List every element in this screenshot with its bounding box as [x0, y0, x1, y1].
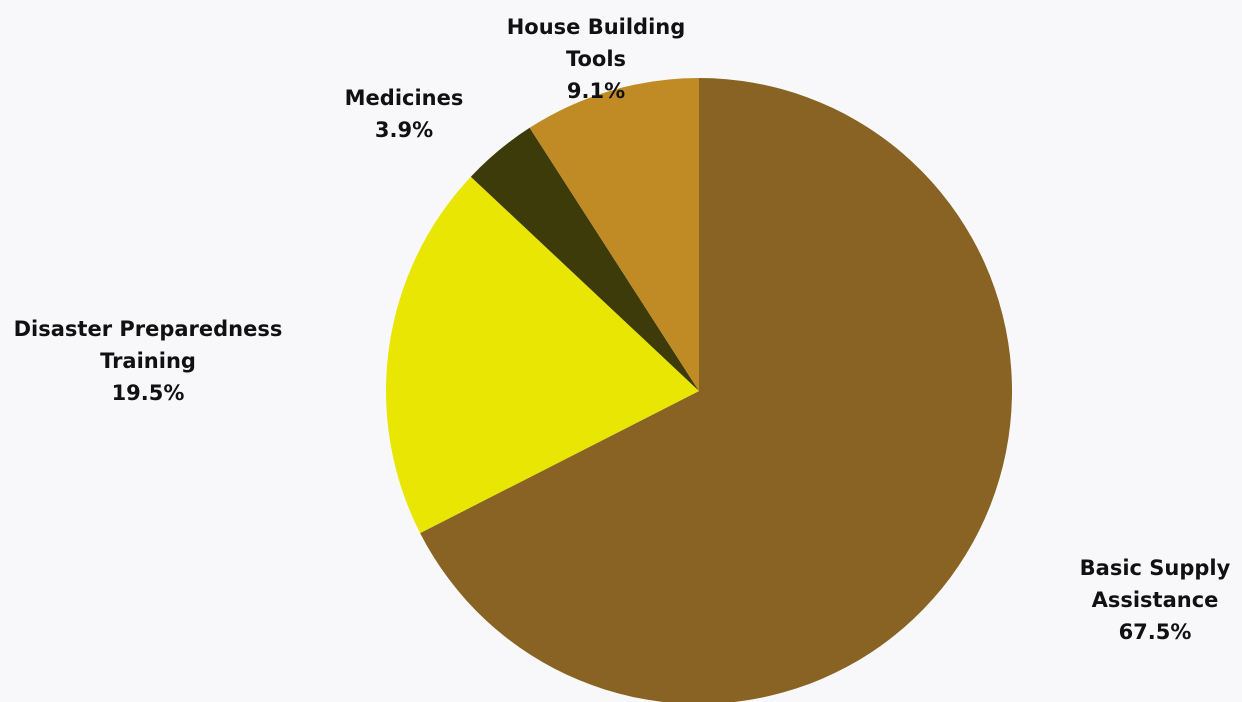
pie-slice-label-3: House Building Tools 9.1%: [507, 15, 686, 103]
pie-slice-value-2: 3.9%: [375, 118, 433, 142]
pie-slice-name-0: Basic Supply: [1080, 556, 1231, 580]
pie-slice-value-1: 19.5%: [112, 381, 185, 405]
pie-slice-name-3: House Building: [507, 15, 686, 39]
pie-slice-name-1: Training: [100, 349, 196, 373]
pie-slice-name-1: Disaster Preparedness: [14, 317, 283, 341]
pie-slice-name-3: Tools: [566, 47, 626, 71]
pie-slice-value-0: 67.5%: [1119, 620, 1192, 644]
pie-slice-3: [529, 78, 699, 391]
pie-slice-name-2: Medicines: [345, 86, 464, 110]
pie-slice-0: [420, 78, 1012, 702]
pie-slice-label-1: Disaster Preparedness Training 19.5%: [14, 317, 283, 405]
pie-slice-2: [470, 127, 699, 391]
pie-slice-name-0: Assistance: [1092, 588, 1219, 612]
pie-slice-label-0: Basic Supply Assistance 67.5%: [1080, 556, 1231, 644]
pie-slice-label-2: Medicines 3.9%: [345, 86, 464, 142]
pie-slice-value-3: 9.1%: [567, 79, 625, 103]
pie-labels: Basic Supply Assistance 67.5% Disaster Prep…: [14, 15, 1231, 644]
pie-slices: [385, 78, 1012, 702]
pie-slice-1: [385, 176, 699, 534]
